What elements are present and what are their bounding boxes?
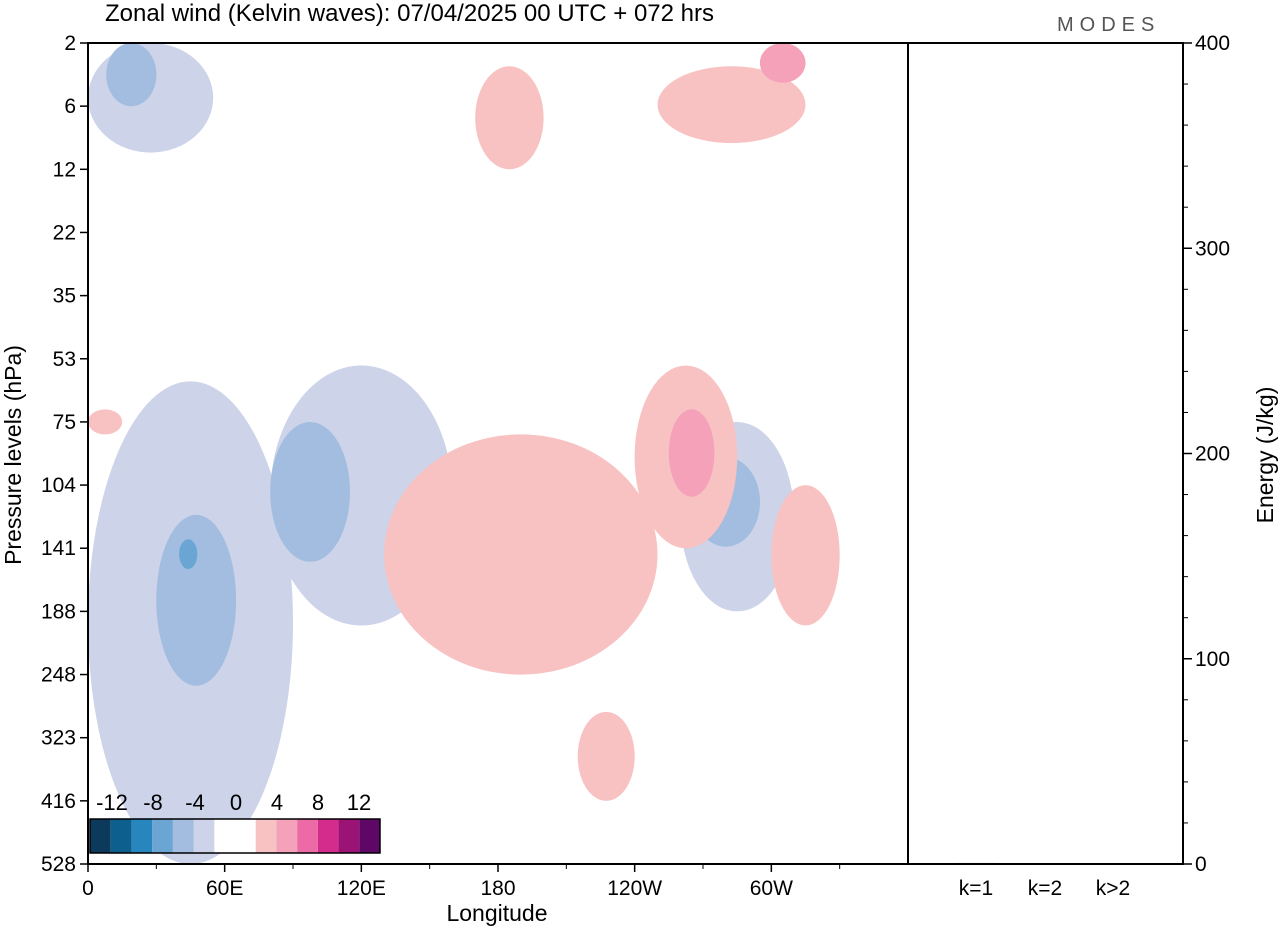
colorbar-border xyxy=(89,818,381,854)
colorbar-swatch xyxy=(338,819,360,853)
colorbar-swatch xyxy=(152,819,173,853)
wind-anomaly-positive-15 xyxy=(759,43,806,83)
energy-bar-k=2 xyxy=(1023,863,1067,864)
y-tick-label: 6 xyxy=(64,95,76,118)
wind-anomaly-positive-12 xyxy=(771,485,840,626)
colorbar-swatch xyxy=(359,819,380,853)
colorbar-label: -4 xyxy=(185,790,205,815)
energy-tick-label: 200 xyxy=(1195,443,1230,466)
energy-bar-k=1 xyxy=(954,862,998,864)
x-tick-label: 60W xyxy=(750,877,793,900)
colorbar-label: -8 xyxy=(143,790,163,815)
y-tick-label: 323 xyxy=(41,727,76,750)
energy-tick-label: 400 xyxy=(1195,32,1230,55)
energy-category-label: k>2 xyxy=(1096,877,1130,900)
chart-title: Zonal wind (Kelvin waves): 07/04/2025 00… xyxy=(105,0,714,27)
wind-anomaly-negative-1 xyxy=(106,43,157,107)
y-tick-label: 248 xyxy=(41,664,76,687)
x-axis-title: Longitude xyxy=(446,900,547,926)
wind-contour-field xyxy=(88,43,840,864)
colorbar-label: 4 xyxy=(271,790,283,815)
energy-tick-label: 100 xyxy=(1195,648,1230,671)
colorbar-swatch xyxy=(255,819,277,853)
colorbar-swatch xyxy=(235,819,256,853)
colorbar-label: 12 xyxy=(347,790,371,815)
colorbar-label: 8 xyxy=(312,790,324,815)
x-tick-label: 0 xyxy=(82,877,94,900)
colorbar-swatch xyxy=(131,819,153,853)
colorbar-label: 0 xyxy=(230,790,242,815)
y-tick-label: 53 xyxy=(53,348,76,371)
energy-category-label: k=1 xyxy=(959,877,993,900)
colorbar-swatch xyxy=(317,819,339,853)
colorbar-swatch xyxy=(193,819,215,853)
energy-panel: 0 100 200 300 400 k=1 k=2 k>2 xyxy=(907,32,1230,900)
energy-tick-label: 300 xyxy=(1195,237,1230,260)
wind-anomaly-positive-17 xyxy=(88,409,123,435)
colorbar-label: -12 xyxy=(96,790,128,815)
y-tick-label: 188 xyxy=(41,600,76,623)
colorbar-swatch xyxy=(214,819,235,853)
pressure-axis: 2 6 12 22 35 53 75 104 141 188 248 323 416 528 xyxy=(41,32,88,876)
colorbar-swatch xyxy=(172,819,194,853)
energy-frame xyxy=(907,42,1184,865)
wind-anomaly-positive-9 xyxy=(384,434,658,675)
energy-tick-label: 0 xyxy=(1195,853,1207,876)
energy-bar-k>2 xyxy=(1091,863,1135,864)
longitude-axis: 0 60E 120E 180 120W 60W xyxy=(82,864,841,900)
x-tick-label: 180 xyxy=(480,877,515,900)
x-tick-label: 120E xyxy=(337,877,386,900)
y-tick-label: 75 xyxy=(53,411,76,434)
wind-anomaly-negative-6 xyxy=(270,422,350,562)
modes-logo: MODES xyxy=(1057,14,1160,36)
wind-anomaly-positive-16 xyxy=(475,66,544,170)
y-axis-title: Pressure levels (hPa) xyxy=(0,345,26,565)
y-tick-label: 12 xyxy=(53,158,76,181)
wind-anomaly-positive-11 xyxy=(668,409,715,497)
y-tick-label: 104 xyxy=(41,474,76,497)
colorbar-legend: -12 -8 -4 0 4 8 12 xyxy=(89,790,381,854)
y-tick-label: 22 xyxy=(53,221,76,244)
x-tick-label: 60E xyxy=(206,877,243,900)
wind-anomaly-negative-3 xyxy=(156,514,237,686)
energy-category-label: k=2 xyxy=(1028,877,1062,900)
colorbar-swatch xyxy=(297,819,318,853)
wind-anomaly-positive-14 xyxy=(657,66,806,144)
energy-axis-title: Energy (J/kg) xyxy=(1252,387,1278,524)
y-tick-label: 35 xyxy=(53,285,76,308)
x-tick-label: 120W xyxy=(607,877,662,900)
colorbar-swatch xyxy=(110,819,132,853)
colorbar-swatch xyxy=(276,819,298,853)
wind-anomaly-negative-4 xyxy=(179,539,198,569)
y-tick-label: 141 xyxy=(41,537,76,560)
colorbar-swatch xyxy=(90,819,111,853)
y-tick-label: 528 xyxy=(41,853,76,876)
wind-anomaly-positive-13 xyxy=(577,711,635,801)
y-tick-label: 2 xyxy=(64,32,76,55)
y-tick-label: 416 xyxy=(41,790,76,813)
